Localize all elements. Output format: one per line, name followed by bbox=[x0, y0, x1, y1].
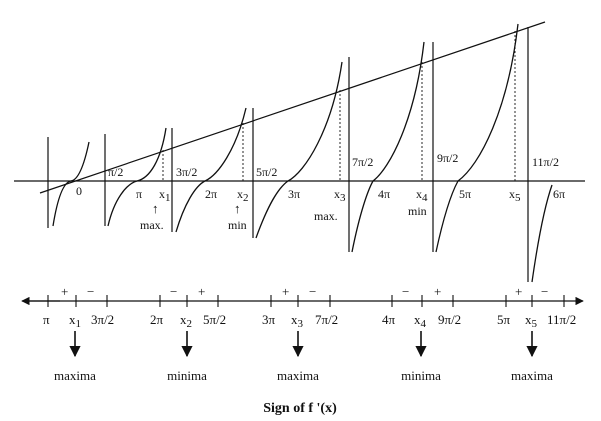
tick-label: x5 bbox=[525, 312, 538, 330]
annotation-label: max. bbox=[140, 218, 164, 232]
tick-label: x3 bbox=[291, 312, 304, 330]
tan-branch bbox=[52, 141, 90, 227]
line-y-equals-x bbox=[39, 21, 546, 194]
tick-label: x4 bbox=[414, 312, 427, 330]
axis-label: 2π bbox=[205, 187, 217, 201]
graph-axis-labels: 0 π x1 2π x2 3π x3 4π x4 5π x5 6π bbox=[76, 184, 565, 204]
extremum-label: maxima bbox=[54, 368, 96, 383]
axis-label: 3π bbox=[288, 187, 300, 201]
tick-label: 2π bbox=[150, 312, 164, 327]
annotation-label: min bbox=[408, 204, 427, 218]
tan-branch bbox=[107, 127, 167, 227]
tick-label: 5π bbox=[497, 312, 511, 327]
tan-branch bbox=[351, 41, 425, 253]
axis-label: 4π bbox=[378, 187, 390, 201]
sign-label: − bbox=[309, 284, 316, 299]
extremum-label: maxima bbox=[277, 368, 319, 383]
tan-branch bbox=[175, 107, 247, 233]
axis-label: x5 bbox=[509, 187, 521, 204]
tick-label: x1 bbox=[69, 312, 81, 330]
sign-label: − bbox=[87, 284, 94, 299]
sign-label: + bbox=[282, 284, 289, 299]
derivative-signs: + − − + + − − + + − bbox=[61, 284, 548, 299]
extremum-labels: maxima minima maxima minima maxima bbox=[54, 368, 553, 383]
tick-label: 9π/2 bbox=[438, 312, 461, 327]
asymptote-label: 5π/2 bbox=[256, 165, 277, 179]
axis-label: x2 bbox=[237, 187, 249, 204]
extremum-annotations: ↑ max. ↑ min max. min bbox=[140, 201, 427, 232]
tan-branch bbox=[435, 23, 519, 253]
axis-label: x4 bbox=[416, 187, 428, 204]
up-arrow-icon: ↑ bbox=[234, 201, 241, 216]
asymptote-label: π/2 bbox=[108, 165, 123, 179]
tick-label: x2 bbox=[180, 312, 192, 330]
sign-label: + bbox=[198, 284, 205, 299]
asymptote-label: 7π/2 bbox=[352, 155, 373, 169]
tick-label: π bbox=[43, 312, 50, 327]
number-line-ticks bbox=[47, 295, 565, 307]
caption: Sign of f '(x) bbox=[263, 401, 337, 416]
annotation-label: max. bbox=[314, 209, 338, 223]
asymptotes bbox=[47, 27, 529, 282]
asymptote-labels: π/2 3π/2 5π/2 7π/2 9π/2 11π/2 bbox=[108, 151, 559, 179]
tan-curve bbox=[52, 23, 553, 283]
tick-label: 11π/2 bbox=[547, 312, 576, 327]
sign-label: − bbox=[541, 284, 548, 299]
tick-label: 4π bbox=[382, 312, 396, 327]
asymptote-label: 9π/2 bbox=[437, 151, 458, 165]
up-arrow-icon: ↑ bbox=[152, 201, 159, 216]
asymptote-label: 11π/2 bbox=[532, 155, 559, 169]
tick-label: 5π/2 bbox=[203, 312, 226, 327]
tick-label: 3π/2 bbox=[91, 312, 114, 327]
sign-label: + bbox=[61, 284, 68, 299]
asymptote-label: 3π/2 bbox=[176, 165, 197, 179]
extremum-arrows bbox=[69, 331, 538, 358]
number-line-labels: π x1 3π/2 2π x2 5π/2 3π x3 7π/2 4π x4 9π… bbox=[43, 312, 576, 330]
tan-branch bbox=[255, 61, 343, 239]
axis-label: 6π bbox=[553, 187, 565, 201]
extremum-label: minima bbox=[167, 368, 207, 383]
extremum-label: minima bbox=[401, 368, 441, 383]
sign-label: + bbox=[434, 284, 441, 299]
axis-label: 5π bbox=[459, 187, 471, 201]
origin-label: 0 bbox=[76, 184, 82, 198]
axis-label: x3 bbox=[334, 187, 346, 204]
axis-label: π bbox=[136, 187, 142, 201]
extremum-label: maxima bbox=[511, 368, 553, 383]
sign-label: + bbox=[515, 284, 522, 299]
graph-panel: π/2 3π/2 5π/2 7π/2 9π/2 11π/2 0 π x1 2π … bbox=[14, 21, 585, 283]
sign-label: − bbox=[170, 284, 177, 299]
sign-label: − bbox=[402, 284, 409, 299]
tick-label: 3π bbox=[262, 312, 276, 327]
tick-label: 7π/2 bbox=[315, 312, 338, 327]
annotation-label: min bbox=[228, 218, 247, 232]
tan-branch bbox=[531, 184, 553, 283]
intersection-drop-lines bbox=[162, 31, 516, 181]
axis-label: x1 bbox=[159, 187, 171, 204]
sign-line-panel: + − − + + − − + + − π x1 3π/2 2π x2 5π/2… bbox=[21, 284, 584, 416]
